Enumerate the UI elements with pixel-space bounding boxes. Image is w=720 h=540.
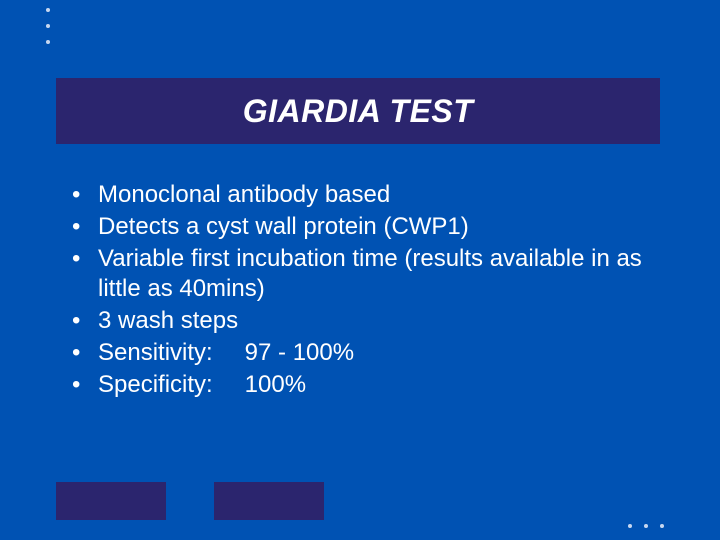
- metric-label: Specificity:: [98, 370, 238, 400]
- decorative-dots-bottom: [628, 524, 664, 528]
- content-area: Monoclonal antibody based Detects a cyst…: [72, 180, 662, 402]
- dot-icon: [628, 524, 632, 528]
- list-item: Detects a cyst wall protein (CWP1): [72, 212, 662, 242]
- dot-icon: [46, 24, 50, 28]
- decorative-dots-top: [46, 8, 50, 44]
- bullet-text: Detects a cyst wall protein (CWP1): [98, 213, 469, 240]
- dot-icon: [46, 8, 50, 12]
- bullet-text: 3 wash steps: [98, 307, 238, 334]
- bullet-list: Monoclonal antibody based Detects a cyst…: [72, 180, 662, 400]
- bullet-text: Variable first incubation time (results …: [98, 245, 642, 302]
- dot-icon: [644, 524, 648, 528]
- title-bar: GIARDIA TEST: [56, 78, 660, 144]
- slide-title: GIARDIA TEST: [243, 93, 474, 130]
- list-item: Specificity: 100%: [72, 370, 662, 400]
- dot-icon: [660, 524, 664, 528]
- list-item: 3 wash steps: [72, 306, 662, 336]
- list-item: Variable first incubation time (results …: [72, 244, 662, 304]
- decorative-bar: [214, 482, 324, 520]
- metric-value: 100%: [245, 370, 306, 400]
- decorative-bars-bottom: [56, 482, 324, 520]
- decorative-bar: [56, 482, 166, 520]
- list-item: Monoclonal antibody based: [72, 180, 662, 210]
- dot-icon: [46, 40, 50, 44]
- metric-value: 97 - 100%: [245, 338, 354, 368]
- bullet-text: Monoclonal antibody based: [98, 181, 390, 208]
- list-item: Sensitivity: 97 - 100%: [72, 338, 662, 368]
- metric-label: Sensitivity:: [98, 338, 238, 368]
